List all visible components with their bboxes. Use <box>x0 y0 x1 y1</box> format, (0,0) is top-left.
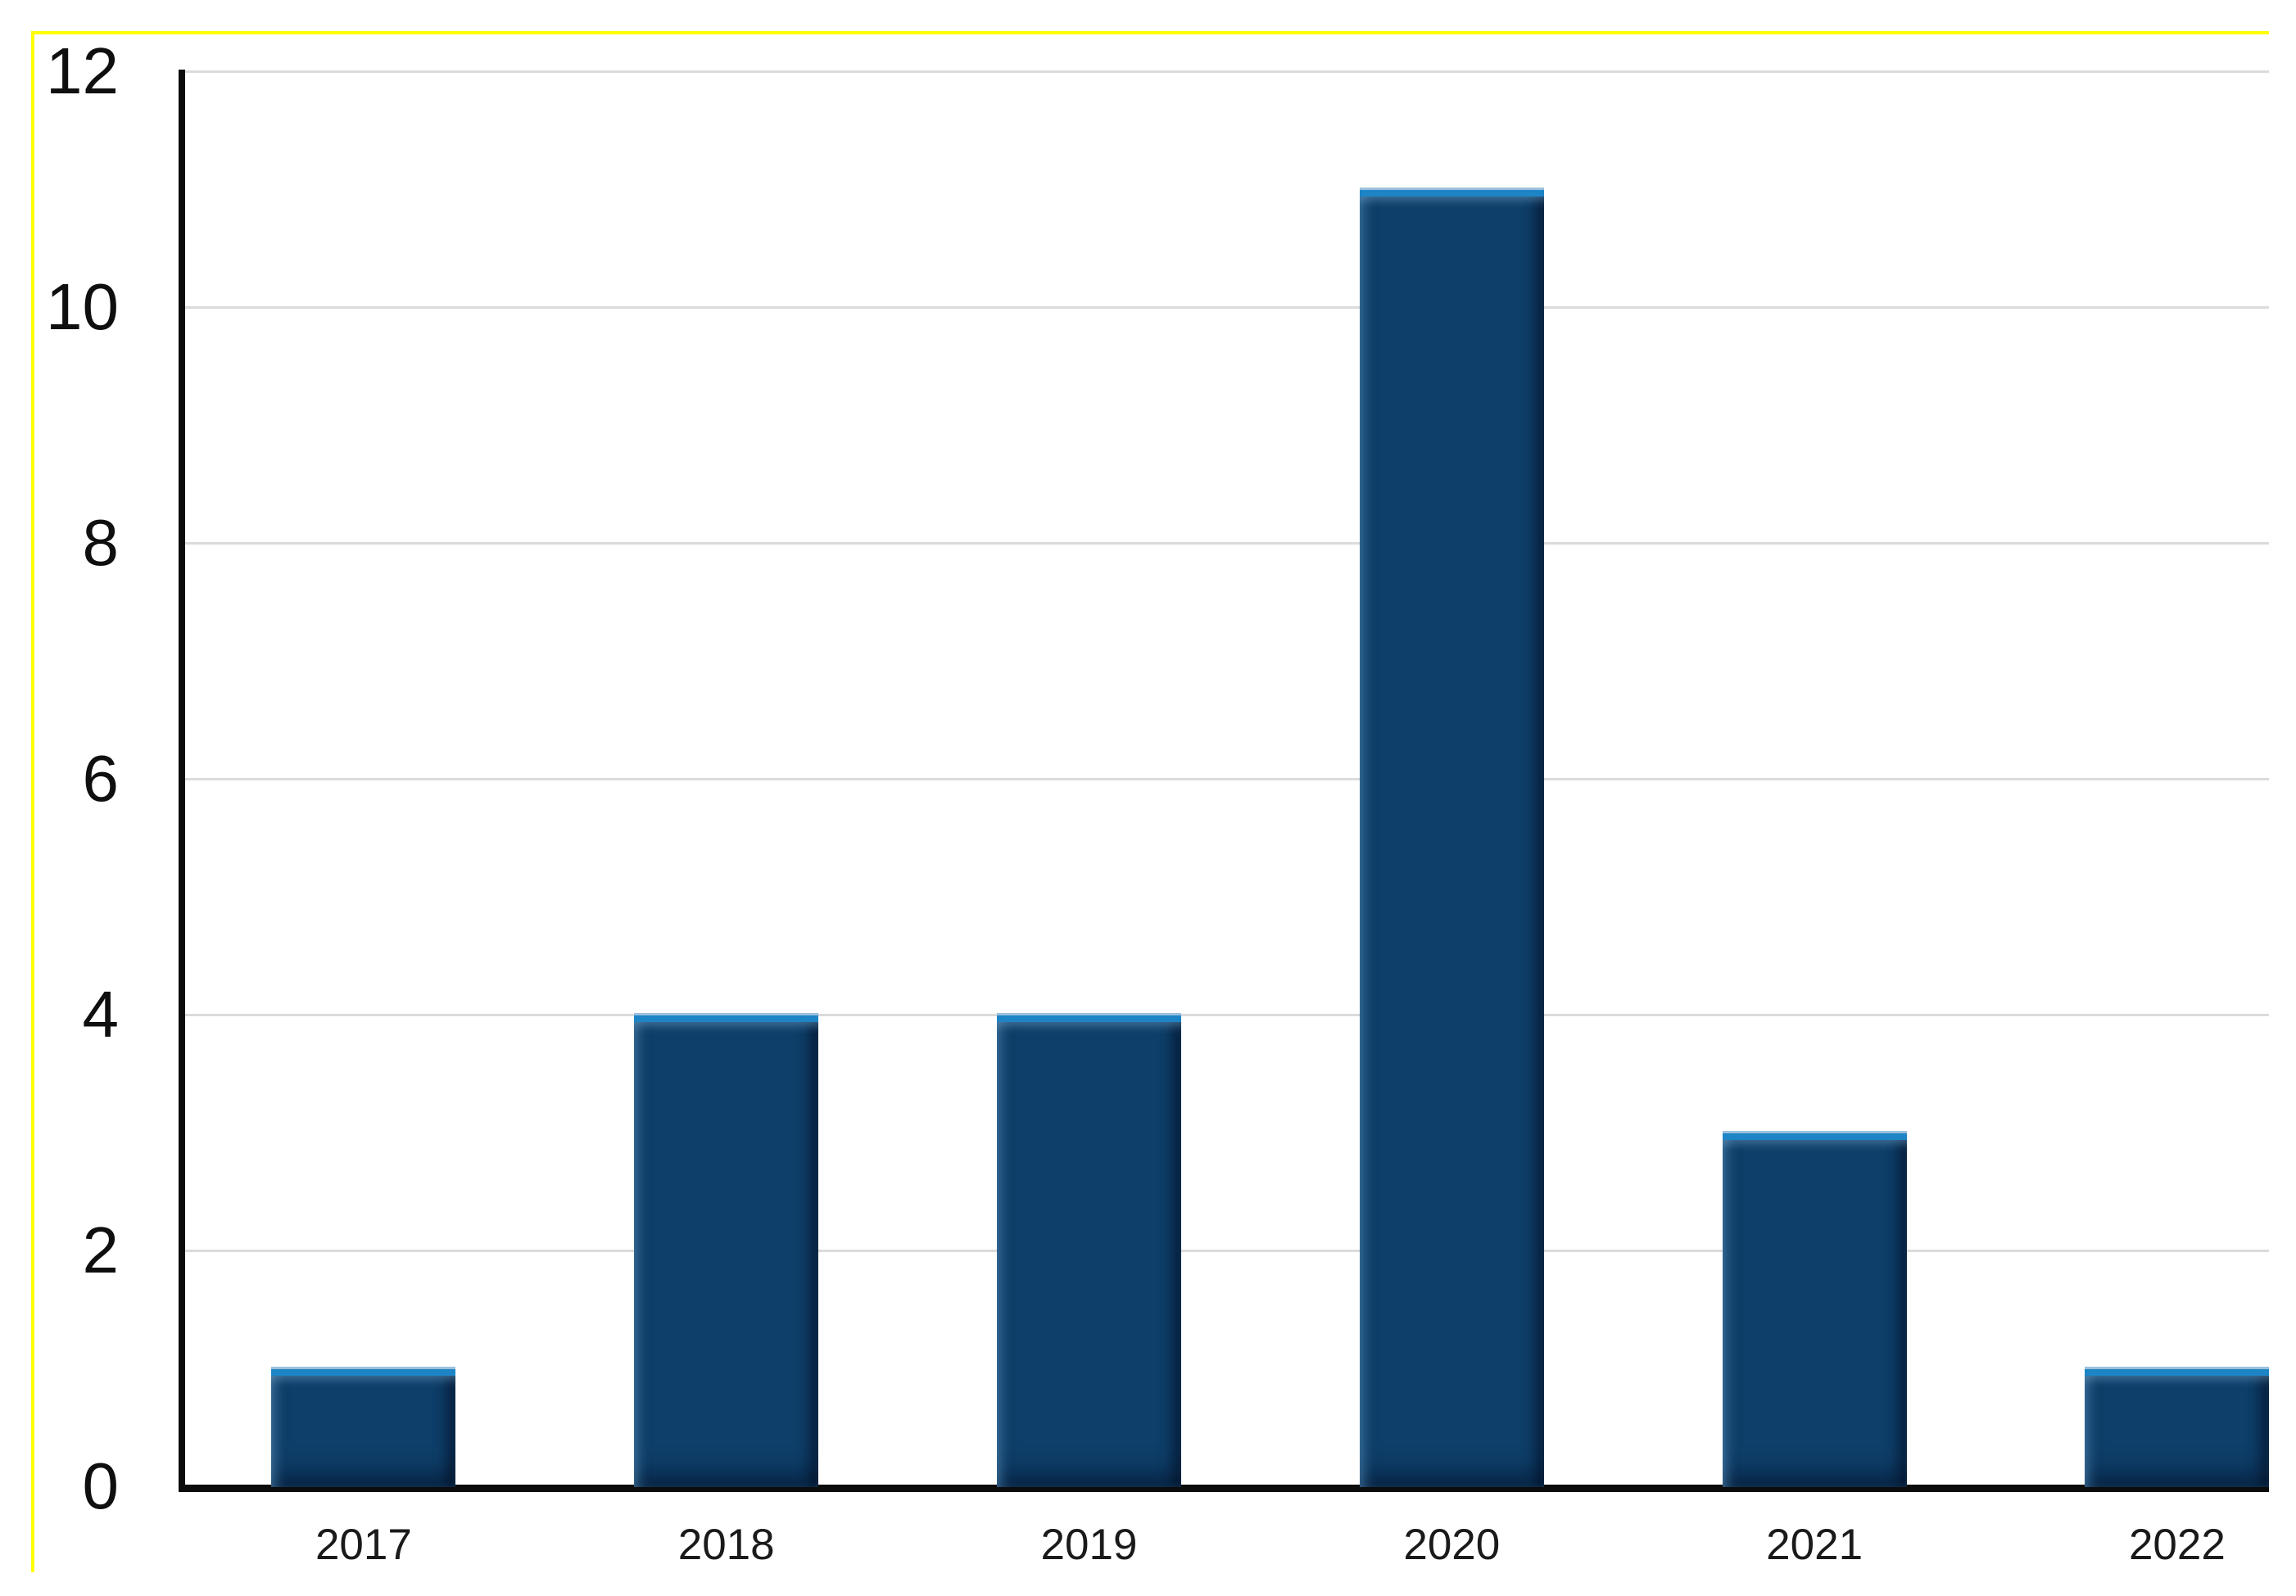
bar-2017 <box>271 1369 456 1487</box>
gridline <box>185 778 2269 780</box>
y-tick-label: 12 <box>46 34 119 107</box>
x-tick-label: 2019 <box>1040 1521 1138 1569</box>
gridline <box>185 1250 2269 1252</box>
y-tick-label: 10 <box>46 270 119 343</box>
gridline <box>185 70 2269 73</box>
x-axis-line <box>179 1485 2269 1492</box>
y-tick-label: 4 <box>82 978 120 1051</box>
x-tick-label: 2020 <box>1403 1521 1501 1569</box>
bar-2018 <box>634 1015 819 1487</box>
y-tick-label: 6 <box>82 742 120 815</box>
chart-frame-top-border <box>33 31 2269 34</box>
chart-frame-left-border <box>31 31 34 1572</box>
gridline <box>185 542 2269 545</box>
bar-2022 <box>2085 1369 2270 1487</box>
gridline <box>185 1014 2269 1016</box>
y-tick-label: 8 <box>82 506 120 579</box>
bar-2019 <box>997 1015 1181 1487</box>
y-axis-line <box>179 70 185 1488</box>
x-tick-label: 2017 <box>315 1521 412 1569</box>
bar-2020 <box>1359 190 1544 1487</box>
gridline <box>185 306 2269 309</box>
x-tick-label: 2021 <box>1766 1521 1864 1569</box>
bar-2021 <box>1722 1133 1907 1487</box>
y-tick-label: 0 <box>82 1449 120 1522</box>
x-tick-label: 2018 <box>677 1521 775 1569</box>
x-tick-label: 2022 <box>2128 1521 2226 1569</box>
y-tick-label: 2 <box>82 1214 120 1286</box>
